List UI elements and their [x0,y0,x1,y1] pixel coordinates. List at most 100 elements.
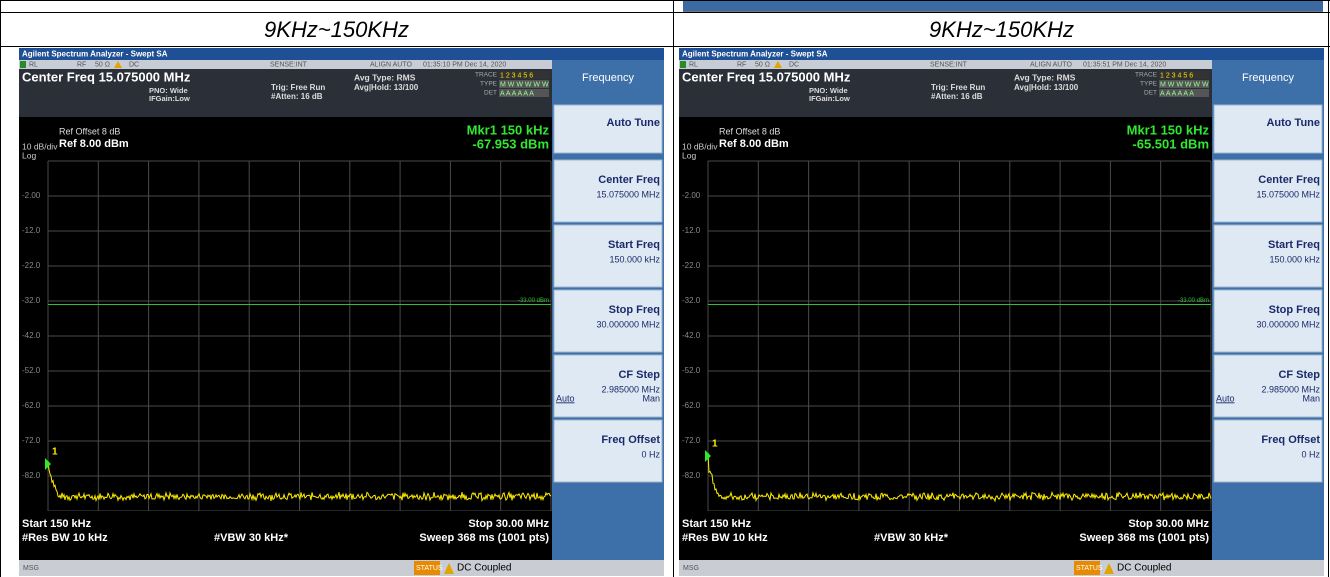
app-title: Agilent Spectrum Analyzer - Swept SA [22,50,168,59]
status-text: RF [737,61,746,68]
marker-diamond [45,458,51,470]
y-label: -22.0 [682,261,701,270]
y-label: -22.0 [22,261,41,270]
softkey-label: Freq Offset [1261,434,1320,446]
softkey-label: Start Freq [1268,239,1320,251]
status-text: SENSE:INT [270,61,308,68]
menu-title: Frequency [582,72,634,84]
ref-level: Ref 8.00 dBm [59,138,129,150]
marker-value: -67.953 dBm [472,136,549,151]
softkey[interactable] [1213,289,1323,353]
trace-label: DET [484,90,497,97]
softkey-value: 30.000000 MHz [596,319,660,329]
msg-bar [19,560,664,576]
column-header: 9KHz~150KHz [929,17,1074,42]
status-text: 01:35:51 PM Dec 14, 2020 [1083,61,1166,68]
softkey-label: Stop Freq [1269,304,1320,316]
trace-box [499,71,549,79]
y-label: -72.0 [22,436,41,445]
avg-type: Avg Type: RMS [1014,72,1076,82]
status-text: RF [77,61,86,68]
table-border [0,46,1330,47]
ref-level: Ref 8.00 dBm [719,138,789,150]
softkey[interactable] [1213,159,1323,223]
y-label: -62.0 [22,401,41,410]
status-text: DC [789,61,799,68]
trig: Trig: Free Run [931,83,985,92]
status-row [679,60,1212,69]
center-freq: Center Freq 15.075000 MHz [22,69,191,84]
column-header: 9KHz~150KHz [264,17,409,42]
softkey-label: Center Freq [598,174,660,186]
graph-header [679,117,1212,161]
softkey[interactable] [553,419,663,483]
center-freq: Center Freq 15.075000 MHz [682,69,851,84]
softkey[interactable] [553,104,663,154]
softkey-option: Auto [1216,393,1235,403]
status-badge [414,561,440,575]
scale: 10 dB/div [682,141,718,151]
y-label: -2.00 [22,191,41,200]
table-border [673,0,674,577]
marker-number: 1 [52,447,58,458]
softkey-label: CF Step [618,369,660,381]
y-label: -52.0 [682,366,701,375]
status-text: 01:35:10 PM Dec 14, 2020 [423,61,506,68]
avg-type: Avg Type: RMS [354,72,416,82]
ifgain: IFGain:Low [809,94,850,103]
trace-box [1159,80,1209,88]
status-text: RL [689,61,698,68]
softkey-option: Man [1302,393,1320,403]
y-label: -42.0 [22,331,41,340]
softkey[interactable] [553,289,663,353]
table-border [1328,0,1329,577]
vbw: #VBW 30 kHz* [214,532,289,544]
y-label: -82.0 [22,471,41,480]
atten: #Atten: 16 dB [931,92,983,101]
pno: PNO: Wide [149,86,188,95]
softkey-value: 15.075000 MHz [1256,189,1320,199]
rl-badge [20,61,26,68]
start: Start 150 kHz [682,518,752,530]
softkey[interactable] [1213,419,1323,483]
bottom-info [19,511,552,560]
bottom-info [679,511,1212,560]
ifgain: IFGain:Low [149,94,190,103]
marker-value: -65.501 dBm [1132,136,1209,151]
msg: MSG [683,565,699,572]
status-text: DC [129,61,139,68]
softkey[interactable] [553,159,663,223]
trace-value: 1 2 3 4 5 6 [500,72,533,79]
trig: Trig: Free Run [271,83,325,92]
softkey[interactable] [553,224,663,288]
app-title: Agilent Spectrum Analyzer - Swept SA [682,50,828,59]
softkey-label: Stop Freq [609,304,660,316]
y-label: -52.0 [22,366,41,375]
sweep: Sweep 368 ms (1001 pts) [419,532,549,544]
softkey[interactable] [1213,224,1323,288]
status-text: ALIGN AUTO [370,61,412,68]
display-line-label: -33.00 dBm [518,298,549,304]
softkey[interactable] [1213,354,1323,418]
status-text: SENSE:INT [930,61,968,68]
scale-type: Log [682,150,696,160]
y-label: -12.0 [22,226,41,235]
graph-header [19,117,552,161]
softkey-label: Auto Tune [1266,117,1320,129]
marker-readout: Mkr1 150 kHz [1127,122,1210,137]
softkey-value: 0 Hz [641,449,660,459]
softkey-label: Auto Tune [606,117,660,129]
trace-box [1159,89,1209,97]
softkey-value: 2.985000 MHz [1261,384,1320,394]
title-bar [679,48,1324,60]
softkey[interactable] [553,354,663,418]
stop: Stop 30.00 MHz [468,518,549,530]
softkey-value: 0 Hz [1301,449,1320,459]
softkey[interactable] [1213,104,1323,154]
softkey-value: 2.985000 MHz [601,384,660,394]
status-text: 50 Ω [95,61,110,68]
table-border [0,0,1,577]
cropped-image [683,1,1323,12]
analyzer-screen: Agilent Spectrum Analyzer - Swept SA RL RF… [679,48,1324,576]
trace [47,460,552,503]
